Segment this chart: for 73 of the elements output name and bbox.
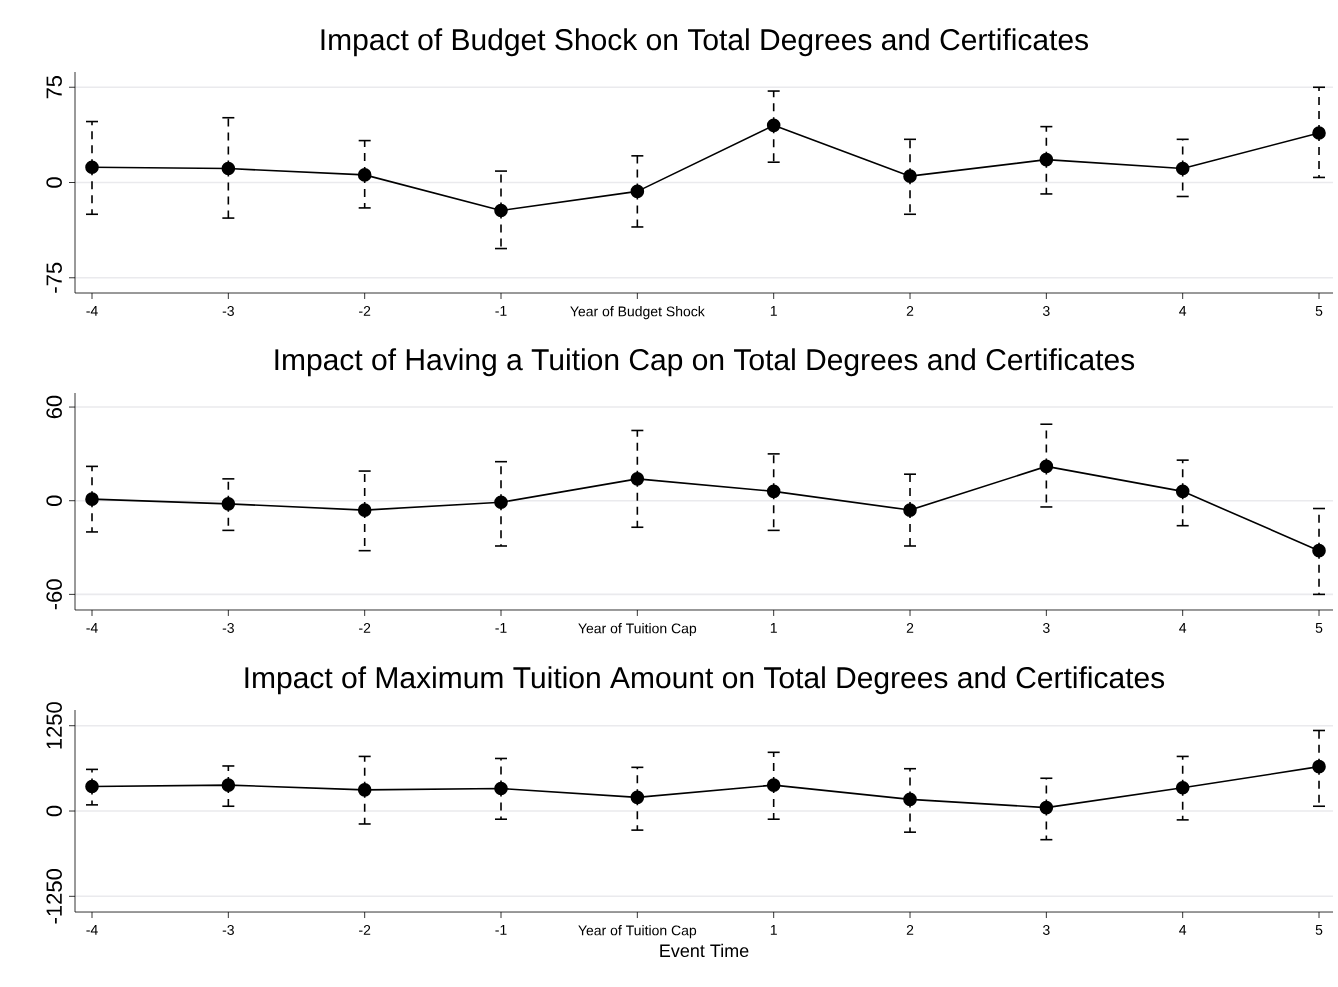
y-tick-label: 60 [46, 395, 62, 419]
point [1312, 126, 1326, 140]
x-tick-label: -4 [86, 306, 98, 316]
x-tick-label: 4 [1179, 306, 1187, 316]
point [357, 503, 372, 517]
y-tick-label: 1250 [46, 702, 62, 749]
x-tick-label: -4 [86, 925, 98, 935]
point [903, 503, 917, 517]
x-tick-label: -1 [495, 306, 507, 316]
point [903, 792, 917, 807]
point [1175, 781, 1190, 795]
x-tick-label: 3 [1042, 623, 1050, 633]
y-tick-label: 0 [46, 805, 62, 817]
x-tick-label: 2 [906, 925, 914, 935]
point [630, 184, 645, 199]
x-tick-label: Year of Tuition Cap [578, 925, 697, 939]
point [1039, 459, 1054, 474]
point [494, 203, 508, 218]
x-tick-label: 1 [770, 306, 777, 316]
point [221, 497, 236, 511]
point [494, 781, 508, 796]
point [85, 160, 99, 175]
x-tick-label: -1 [495, 925, 507, 935]
point [494, 495, 508, 510]
x-axis-title: Event Time [660, 943, 749, 958]
y-tick-label: -1250 [46, 869, 62, 924]
x-tick-label: 2 [906, 623, 914, 633]
y-tick-label: -60 [46, 579, 62, 610]
x-tick-label: Year of Tuition Cap [578, 623, 697, 637]
x-tick-label: 4 [1179, 623, 1187, 633]
x-tick-label: -2 [359, 623, 371, 633]
point [1312, 759, 1326, 774]
x-tick-label: 3 [1042, 306, 1050, 316]
point [357, 168, 372, 182]
point [766, 484, 781, 499]
chart-title: Impact of Budget Shock on Total Degrees and Certificates [321, 28, 1088, 57]
point [1039, 800, 1054, 815]
x-tick-label: -3 [222, 623, 234, 633]
x-tick-label: -1 [495, 623, 507, 633]
point [1175, 161, 1190, 176]
x-tick-label: Year of Budget Shock [570, 306, 705, 320]
point [630, 472, 645, 486]
x-tick-label: -4 [86, 623, 98, 633]
y-tick-label: 75 [46, 75, 62, 99]
chart-title: Impact of Maximum Tuition Amount on Total Degrees and Certificates [245, 666, 1165, 695]
x-tick-label: 1 [770, 623, 777, 633]
y-tick-label: 0 [46, 495, 62, 506]
point [766, 778, 781, 792]
point [766, 118, 781, 133]
point [903, 169, 917, 183]
x-tick-label: 3 [1042, 925, 1050, 935]
point [357, 783, 372, 797]
x-tick-label: 5 [1315, 623, 1323, 633]
x-tick-label: -2 [359, 925, 371, 935]
x-tick-label: 2 [906, 306, 914, 316]
y-tick-label: -75 [46, 262, 62, 293]
chart-title: Impact of Having a Tuition Cap on Total Degrees and Certificates [275, 348, 1135, 377]
x-tick-label: -3 [222, 306, 234, 316]
point [221, 778, 236, 792]
x-tick-label: -2 [359, 306, 371, 316]
x-tick-label: 5 [1315, 925, 1323, 935]
y-tick-label: 0 [46, 177, 62, 188]
point [85, 492, 99, 506]
x-tick-label: -3 [222, 925, 234, 935]
point [1175, 484, 1190, 499]
x-tick-label: 1 [770, 925, 777, 935]
x-tick-label: 4 [1179, 925, 1187, 935]
point [221, 161, 236, 176]
point [630, 790, 645, 805]
point [85, 779, 99, 794]
point [1312, 543, 1326, 558]
point [1039, 152, 1054, 167]
x-tick-label: 5 [1315, 306, 1323, 316]
